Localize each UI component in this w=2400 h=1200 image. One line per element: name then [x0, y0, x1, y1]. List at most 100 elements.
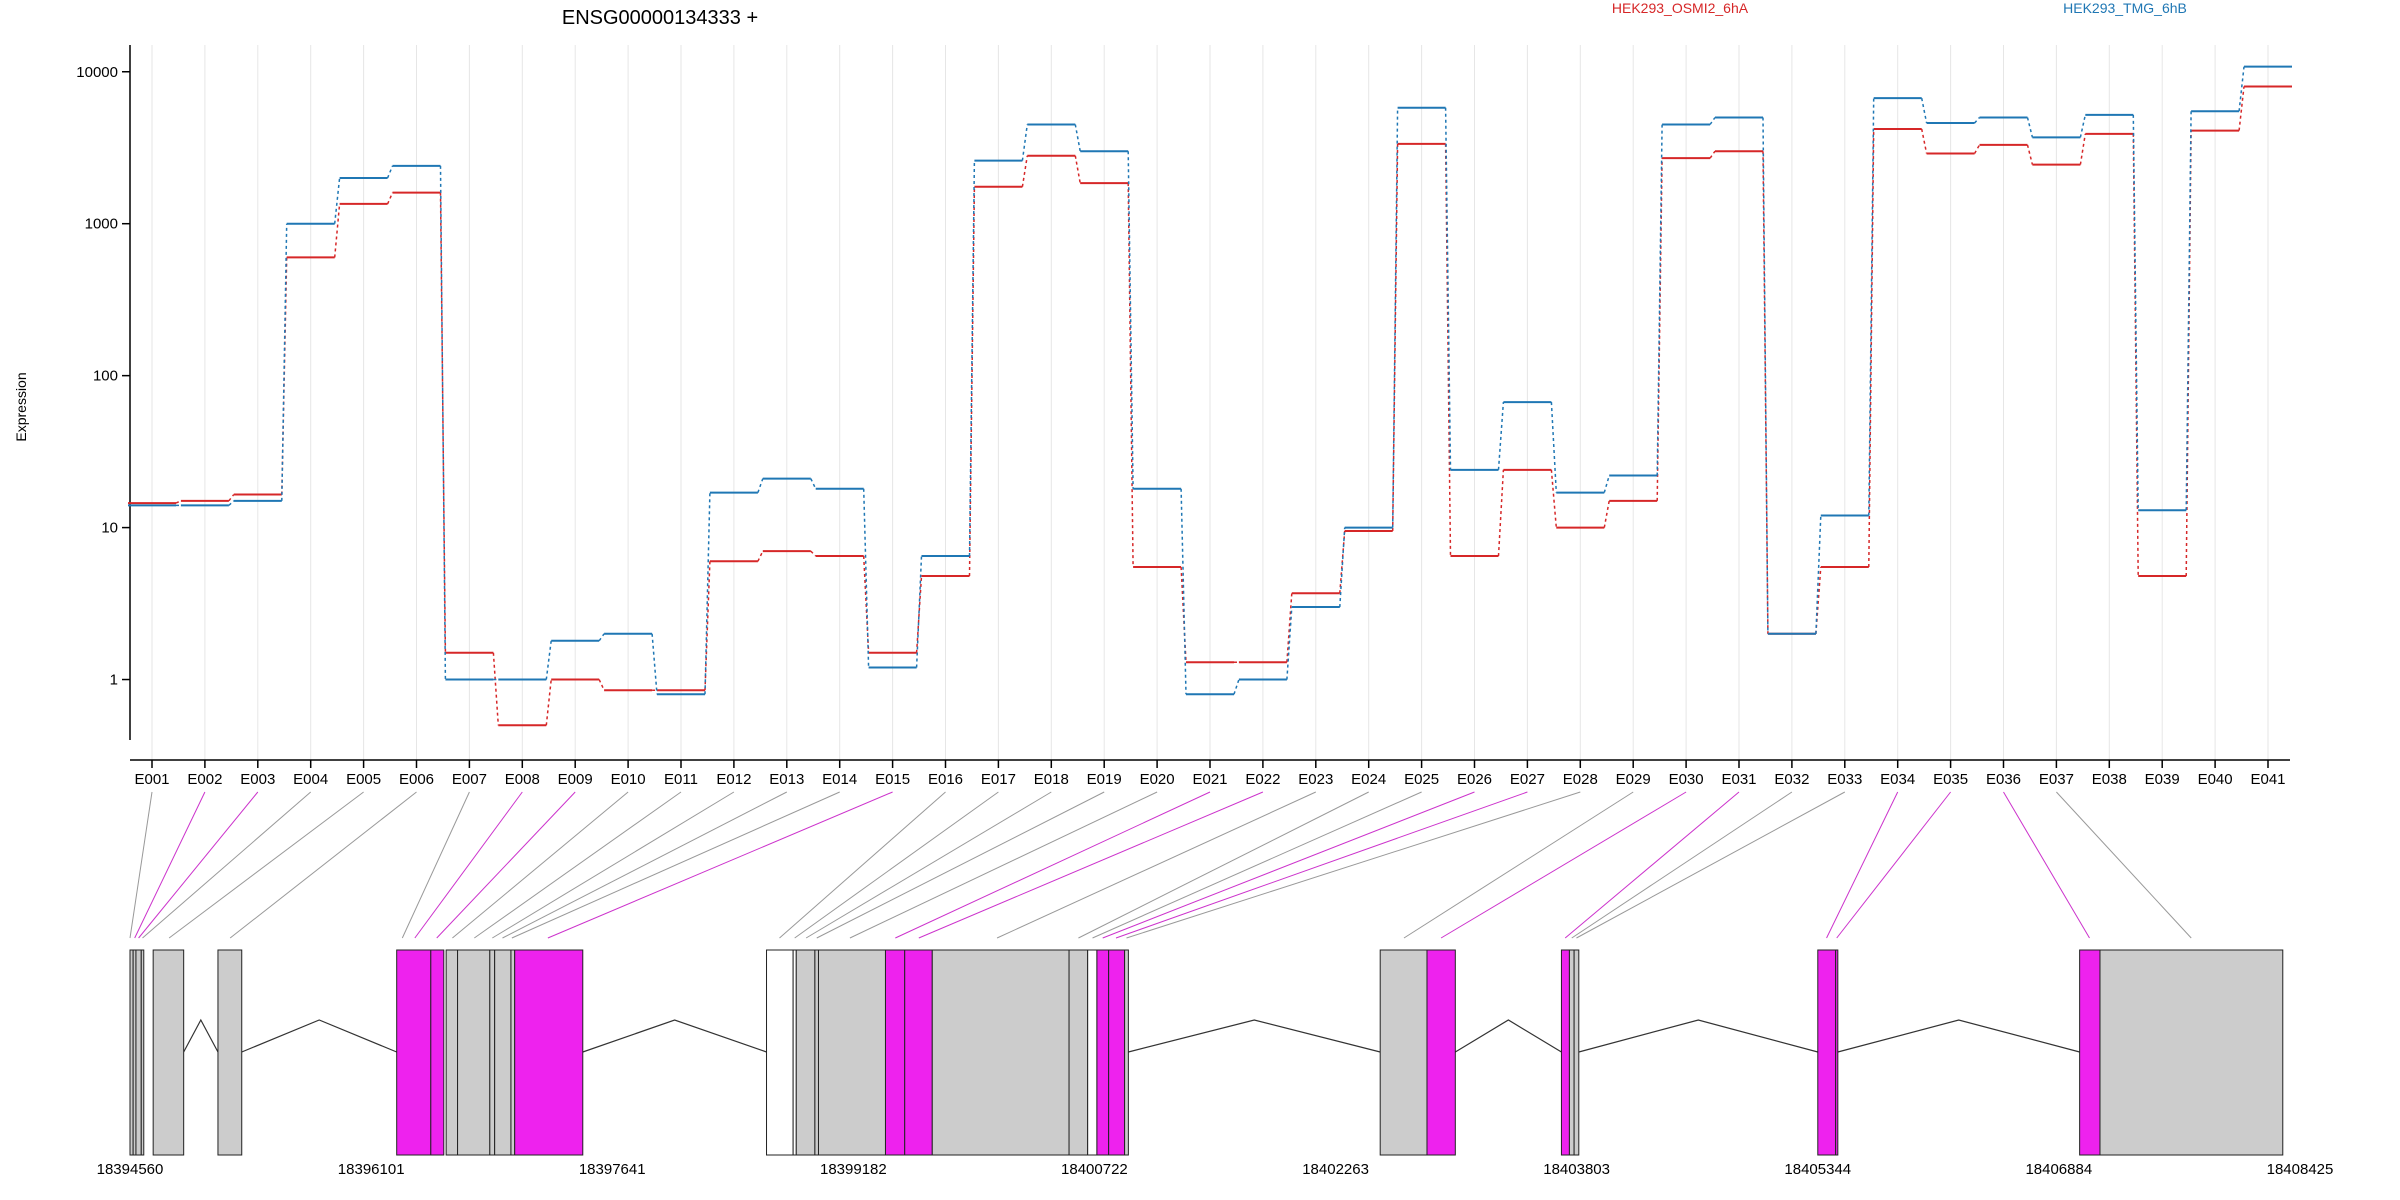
exon-connector [401, 791, 470, 939]
exon-block [1124, 949, 1129, 1156]
series-connector [810, 478, 817, 490]
series-connector [1180, 488, 1187, 695]
x-tick-label: E018 [1034, 771, 1069, 788]
x-tick-label: E040 [2198, 771, 2233, 788]
series-layer [128, 65, 2292, 727]
exon-block [514, 949, 584, 1156]
series-connector [1815, 566, 1822, 634]
series-connector [1339, 527, 1346, 608]
x-tick-label: E036 [1986, 771, 2021, 788]
exon-connector [1092, 791, 1422, 939]
series-connector [1444, 107, 1452, 470]
series-connector [2185, 111, 2192, 511]
chart-title: ENSG00000134333 + [562, 7, 758, 29]
vertical-grid [151, 45, 2269, 760]
series-connector [281, 257, 288, 495]
exon-block [489, 949, 496, 1156]
series-connector [333, 203, 341, 258]
x-tick-label: E010 [611, 771, 646, 788]
exon-block [2099, 949, 2284, 1156]
exon-connector [502, 791, 788, 939]
x-tick-label: E001 [134, 771, 169, 788]
series-connector [175, 500, 182, 504]
series-connector [1339, 530, 1346, 594]
exon-block [445, 949, 459, 1156]
series-connector [1497, 469, 1505, 557]
series-connector [1550, 469, 1558, 528]
series-connector [1762, 117, 1769, 634]
x-tick-label: E027 [1510, 771, 1545, 788]
exon-connector [511, 791, 840, 939]
exon-connector [134, 791, 206, 939]
x-tick-label: E039 [2145, 771, 2180, 788]
genome-tick-label: 18405344 [1784, 1161, 1851, 1178]
exon-connector [895, 791, 1211, 939]
exon-block [510, 949, 516, 1156]
series-connector [1920, 128, 1928, 154]
series-0 [128, 85, 2292, 727]
x-tick-label: E037 [2039, 771, 2074, 788]
exon-connector [918, 791, 1264, 939]
exon-block [1087, 949, 1098, 1156]
y-tick-label: 1 [110, 672, 118, 689]
series-connector [2026, 144, 2034, 165]
series-connector [228, 500, 235, 506]
exon-connector [805, 791, 1052, 939]
series-connector [2238, 86, 2245, 131]
series-connector [757, 478, 764, 493]
x-tick-label: E014 [822, 771, 857, 788]
exon-block [1426, 949, 1456, 1156]
exon-block [1096, 949, 1110, 1156]
x-tick-label: E032 [1774, 771, 1809, 788]
series-connector [228, 494, 235, 502]
exon-connector [2056, 791, 2192, 939]
x-tick-label: E033 [1827, 771, 1862, 788]
exon-connector [1576, 791, 1846, 939]
exon-connector [414, 791, 523, 939]
series-connector [439, 165, 447, 680]
exon-block [396, 949, 432, 1156]
genome-tick-label: 18402263 [1302, 1161, 1369, 1178]
series-connector [1021, 155, 1029, 187]
exon-block [814, 949, 819, 1156]
exon-block [135, 949, 142, 1156]
series-connector [757, 550, 764, 562]
exon-block [140, 949, 145, 1156]
exon-connector [849, 791, 1158, 939]
x-tick-label: E031 [1721, 771, 1756, 788]
y-tick-label: 10000 [76, 64, 118, 81]
series-connector [598, 679, 605, 691]
series-connector [1656, 124, 1663, 476]
x-tick-label: E005 [346, 771, 381, 788]
y-axis-label: Expression [13, 372, 29, 441]
series-connector [810, 550, 817, 557]
exon-connector [1440, 791, 1687, 939]
legend-entry-tmg: HEK293_TMG_6hB [2063, 0, 2187, 16]
genome-coordinate-axis: 18394560 18396101 18397641 18399182 18400722… [97, 1161, 2334, 1178]
series-connector [386, 165, 394, 179]
x-tick-label: E023 [1298, 771, 1333, 788]
series-connector [1973, 144, 1981, 154]
intron-line [241, 1019, 397, 1053]
exon-connector [1102, 791, 1475, 939]
series-connector [915, 575, 923, 653]
x-tick-label: E024 [1351, 771, 1386, 788]
x-tick-label: E013 [769, 771, 804, 788]
series-connector [2079, 114, 2087, 138]
x-tick-label: E006 [399, 771, 434, 788]
series-connector [1550, 402, 1558, 493]
series-connector [1391, 107, 1399, 528]
series-connector [704, 492, 711, 695]
y-axis: 1 10 100 1000 10000 [76, 45, 131, 740]
exon-block [1379, 949, 1428, 1156]
exon-connector [794, 791, 999, 939]
exon-block [931, 949, 1070, 1156]
exon-connector [1571, 791, 1793, 939]
exon-block [2079, 949, 2101, 1156]
series-connector [1815, 515, 1822, 634]
exon-block [457, 949, 491, 1156]
genome-tick-label: 18396101 [338, 1161, 405, 1178]
exon-connector [129, 791, 153, 939]
intron-line [1578, 1019, 1818, 1053]
series-connector [1603, 500, 1610, 528]
